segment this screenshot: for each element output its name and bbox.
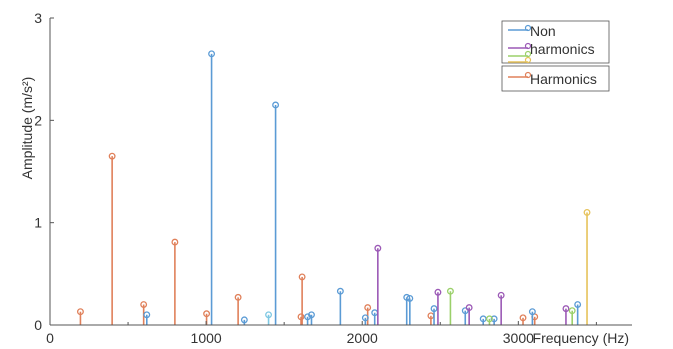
stem-marker (430, 305, 438, 313)
stem-marker (308, 311, 315, 319)
stem-marker (361, 314, 369, 322)
stem-marker (374, 244, 382, 252)
y-ticks: 0 1 2 3 (34, 10, 54, 333)
chart-axes (49, 18, 632, 326)
stem-marker (240, 316, 248, 324)
stem-marker (583, 208, 591, 216)
stem-marker (574, 301, 582, 308)
legend-marker (524, 50, 532, 58)
stem-marker (171, 238, 179, 246)
stem-marker (143, 311, 151, 319)
legend-box-harmonics (501, 65, 610, 92)
y-tick-label: 0 (34, 317, 42, 333)
stem-marker (108, 152, 116, 160)
x-tick-label: 3000 (503, 330, 534, 346)
stem-marker (272, 101, 280, 109)
stem-marker (265, 311, 273, 319)
y-tick-label: 1 (34, 215, 42, 231)
stem-marker (465, 304, 473, 312)
stem-marker (562, 305, 570, 313)
stem-marker (519, 314, 527, 322)
legend-marker (524, 42, 532, 50)
y-tick-label: 2 (34, 112, 42, 128)
stem-marker (298, 273, 306, 281)
legend-box-nonharmonics (501, 20, 610, 64)
legend: Non harmonics Harmonics (501, 20, 610, 92)
x-ticks: 0 1000 2000 3000 (46, 321, 597, 346)
stem-marker (497, 291, 505, 299)
legend-marker (524, 24, 532, 32)
stem-marker (297, 313, 305, 321)
stem-marker (364, 304, 372, 312)
x-axis-label: Frequency (Hz) (533, 330, 629, 346)
stem-marker (406, 294, 414, 302)
legend-marker (524, 71, 532, 79)
y-axis-label: Amplitude (m/s²) (19, 77, 35, 180)
stem-marker (203, 310, 211, 318)
stem-marker (568, 307, 576, 315)
x-tick-label: 1000 (191, 330, 222, 346)
stem-marker (528, 308, 536, 316)
stem-marker (234, 293, 242, 301)
stem-marker (140, 301, 148, 308)
stem-marker (446, 287, 454, 295)
legend-label: harmonics (530, 41, 595, 57)
legend-label: Harmonics (530, 71, 597, 87)
stem-marker (490, 315, 498, 323)
stem-marker (486, 315, 493, 323)
x-tick-label: 2000 (347, 330, 378, 346)
x-tick-label: 0 (46, 330, 54, 346)
stem-marker (434, 288, 442, 296)
stem-marker (336, 287, 344, 295)
stem-marker (403, 293, 411, 301)
stem-marker (208, 50, 216, 58)
stem-marker (76, 308, 84, 316)
y-tick-label: 3 (34, 10, 42, 26)
legend-label: Non (530, 23, 556, 39)
stem-series-group (76, 50, 591, 325)
legend-marker (524, 56, 532, 64)
